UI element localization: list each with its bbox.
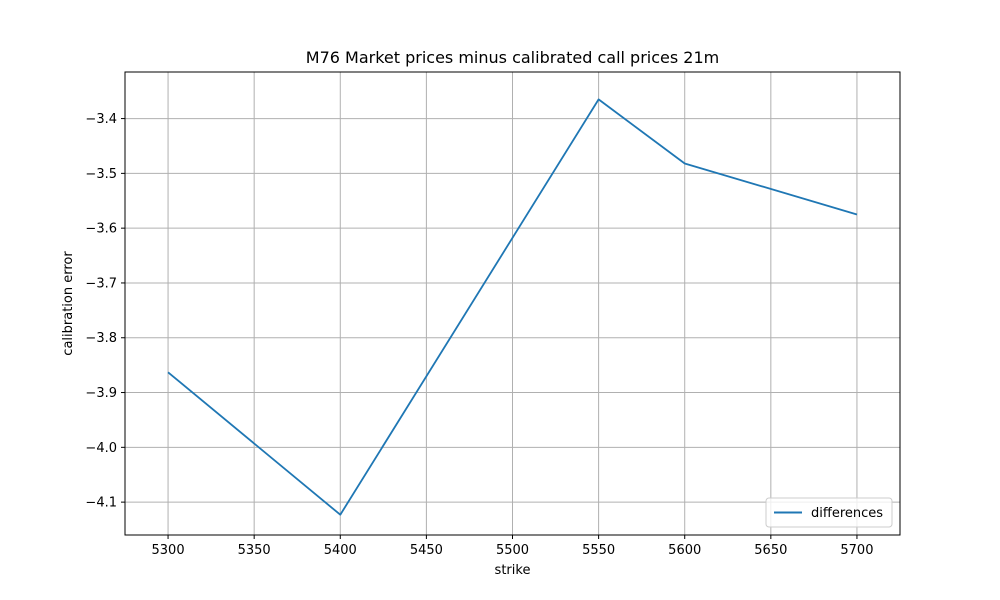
y-axis-label: calibration error: [61, 251, 76, 356]
x-tick-label: 5450: [410, 543, 443, 558]
y-tick-label: −3.6: [85, 222, 117, 237]
legend-box: [765, 497, 893, 528]
y-axis: −4.1 −4.0 −3.9 −3.8 −3.7 −3.6 −3.5 −3.4: [85, 112, 125, 511]
y-tick-label: −4.0: [85, 441, 117, 456]
x-tick-label: 5700: [840, 543, 873, 558]
series-line-differences: [167, 98, 858, 516]
x-tick-label: 5400: [324, 543, 357, 558]
x-tick-label: 5350: [238, 543, 271, 558]
x-tick-label: 5550: [582, 543, 615, 558]
y-tick-label: −3.5: [85, 167, 117, 182]
x-axis: 5300 5350 5400 5450 5500 5550 5600 5650 5700: [152, 535, 873, 558]
x-tick-label: 5600: [668, 543, 701, 558]
legend: differences: [765, 497, 893, 528]
y-tick-label: −3.4: [85, 112, 117, 127]
series-layer: [167, 98, 858, 516]
x-tick-label: 5300: [152, 543, 185, 558]
y-tick-label: −3.8: [85, 331, 117, 346]
x-tick-label: 5650: [754, 543, 787, 558]
y-tick-label: −3.7: [85, 276, 117, 291]
chart-title: M76 Market prices minus calibrated call …: [306, 48, 719, 67]
x-tick-label: 5500: [496, 543, 529, 558]
y-tick-label: −4.1: [85, 496, 117, 511]
legend-label-differences: differences: [811, 506, 883, 521]
x-axis-label: strike: [495, 563, 531, 578]
y-tick-label: −3.9: [85, 386, 117, 401]
